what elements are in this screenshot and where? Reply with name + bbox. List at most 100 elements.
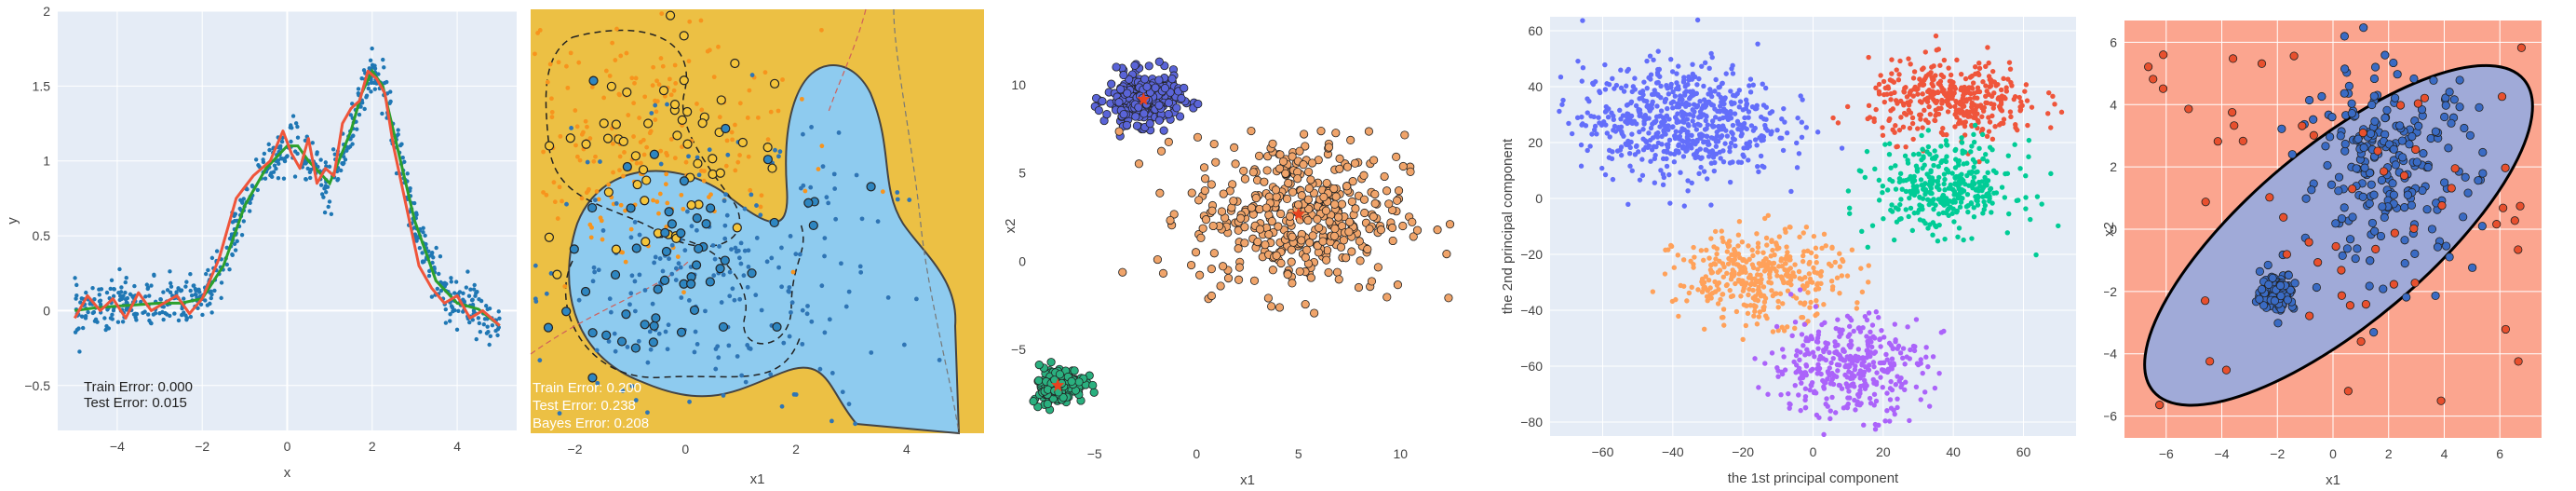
pca-point (1746, 292, 1751, 298)
data-point (188, 288, 193, 293)
pca-point (1823, 380, 1828, 386)
pca-point (1708, 50, 1714, 57)
data-point (438, 288, 444, 293)
test-point (804, 311, 810, 317)
class-a-point (2359, 143, 2368, 153)
pca-point (1969, 104, 1975, 110)
pca-point (1813, 304, 1819, 309)
pca-point (1737, 122, 1743, 128)
pca-point (1644, 58, 1650, 64)
data-point (355, 127, 359, 131)
train-point (587, 328, 598, 338)
pca-point (1746, 243, 1751, 249)
pca-point (1629, 168, 1635, 173)
test-point (533, 263, 538, 268)
pca-point (1612, 123, 1618, 130)
pca-point (1658, 83, 1664, 89)
pca-point (1627, 144, 1633, 151)
train-point (626, 203, 636, 213)
pca-point (1769, 261, 1774, 266)
pca-point (1589, 131, 1595, 137)
blob-point (1369, 211, 1378, 222)
pca-point (1709, 93, 1715, 100)
pca-point (1661, 174, 1667, 181)
test-point (562, 284, 568, 289)
test-point (594, 189, 600, 194)
data-point (307, 170, 313, 175)
blob-point (1433, 225, 1442, 235)
pca-point (1872, 166, 1878, 172)
data-point (240, 200, 245, 205)
data-point (323, 160, 329, 165)
pca-point (1990, 168, 1997, 173)
x-tick-label: −5 (1087, 446, 1102, 461)
test-point (753, 293, 759, 298)
pca-point (1971, 139, 1977, 145)
pca-point (1737, 99, 1744, 104)
class-b-point (2230, 121, 2239, 130)
pca-point (1776, 234, 1783, 239)
pca-point (1713, 151, 1720, 157)
pca-point (1732, 247, 1737, 253)
test-point (596, 267, 601, 273)
blob-point (1236, 213, 1246, 223)
test-point (681, 290, 686, 295)
pca-point (1943, 210, 1949, 216)
blob-point (1200, 174, 1210, 184)
blob-point (1219, 189, 1228, 198)
data-point (357, 112, 362, 117)
data-point (292, 149, 298, 154)
data-point (344, 148, 349, 153)
class-a-point (2445, 88, 2454, 97)
train-point (640, 320, 650, 330)
data-point (361, 68, 367, 73)
pca-point (1740, 288, 1747, 293)
test-point (809, 125, 814, 130)
blob-point (1322, 255, 1331, 265)
pca-point (1670, 89, 1676, 95)
pca-point (1684, 298, 1690, 304)
y-axis-label: x2 (1005, 219, 1018, 234)
class-a-point (2268, 273, 2277, 283)
test-point (799, 96, 804, 102)
test-point (741, 273, 747, 279)
pca-point (1889, 57, 1895, 62)
data-point (478, 329, 483, 334)
pca-point (1741, 302, 1747, 307)
blob-point (1300, 130, 1309, 139)
data-point (219, 295, 223, 301)
pca-point (1920, 206, 1925, 212)
pca-point (1727, 160, 1733, 166)
pca-point (1629, 120, 1636, 127)
data-point (182, 296, 186, 301)
pca-point (1975, 169, 1980, 174)
class-a-point (2334, 186, 2343, 196)
test-point (755, 115, 761, 120)
pca-point (1793, 370, 1799, 375)
data-point (290, 114, 296, 118)
test-point (574, 124, 580, 130)
pca-point (1711, 168, 1718, 174)
data-point (477, 321, 481, 326)
blob-point (1409, 232, 1418, 241)
data-point (493, 328, 498, 334)
pca-point (1732, 111, 1738, 116)
pca-point (1985, 170, 1990, 175)
test-point (725, 152, 731, 157)
data-point (92, 297, 97, 302)
blob-point (1234, 244, 1243, 253)
train-point (669, 99, 681, 110)
blob-point (1445, 220, 1455, 229)
pca-point (1803, 225, 1810, 230)
test-point (601, 95, 607, 101)
data-point (168, 290, 173, 294)
test-point (748, 347, 753, 351)
pca-point (1669, 124, 1676, 130)
pca-point (2018, 99, 2024, 104)
blob-point (1207, 206, 1217, 215)
x-tick-label: −6 (2159, 446, 2174, 461)
test-point (779, 403, 785, 409)
data-point (339, 168, 344, 173)
class-a-point (2283, 295, 2292, 305)
x-tick-label: −4 (110, 439, 125, 454)
